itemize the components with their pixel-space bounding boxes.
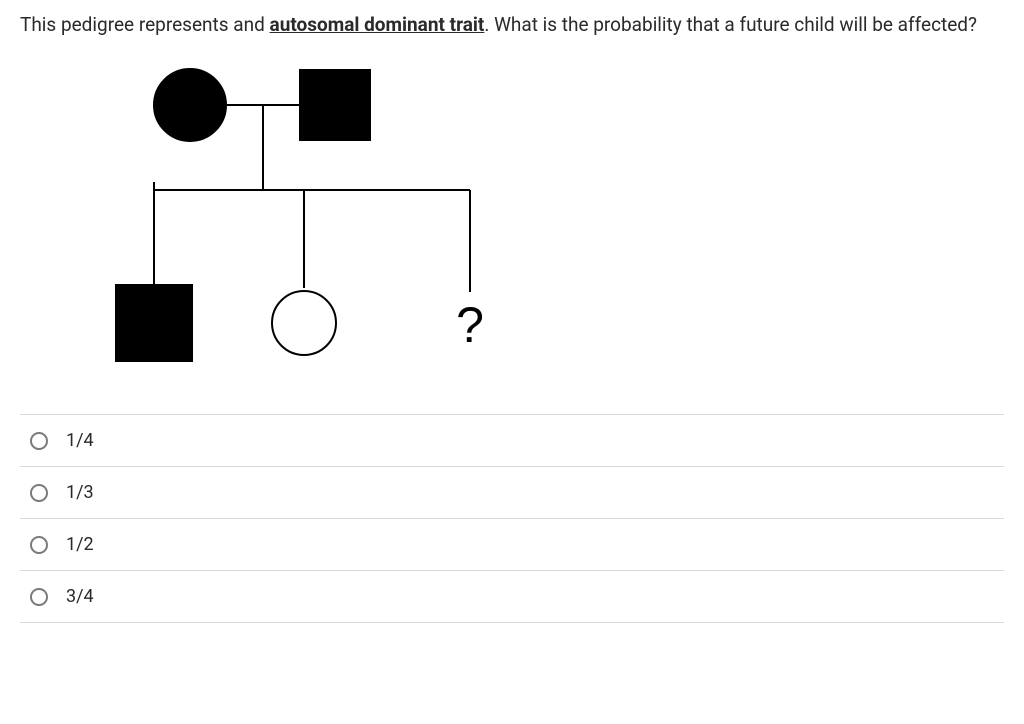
options-list: 1/4 1/3 1/2 3/4 <box>20 414 1004 623</box>
pedigree-svg: ? <box>60 60 540 380</box>
option-label: 3/4 <box>66 586 94 607</box>
radio-icon[interactable] <box>30 484 48 502</box>
question-pre: This pedigree represents and <box>20 13 270 36</box>
option-label: 1/2 <box>66 534 94 555</box>
pedigree-diagram: ? <box>60 60 1004 384</box>
option-row[interactable]: 3/4 <box>20 571 1004 623</box>
pedigree-child1 <box>116 285 192 361</box>
pedigree-mother <box>154 69 226 141</box>
pedigree-question-mark: ? <box>456 297 484 353</box>
question-text: This pedigree represents and autosomal d… <box>20 10 1004 40</box>
option-label: 1/3 <box>66 482 94 503</box>
option-row[interactable]: 1/2 <box>20 519 1004 571</box>
radio-icon[interactable] <box>30 588 48 606</box>
option-label: 1/4 <box>66 430 94 451</box>
option-row[interactable]: 1/3 <box>20 467 1004 519</box>
question-underlined: autosomal dominant trait <box>270 13 485 36</box>
question-post: . What is the probability that a future … <box>484 13 977 36</box>
pedigree-father <box>300 70 370 140</box>
radio-icon[interactable] <box>30 536 48 554</box>
option-row[interactable]: 1/4 <box>20 415 1004 467</box>
radio-icon[interactable] <box>30 432 48 450</box>
pedigree-child2 <box>272 291 336 355</box>
